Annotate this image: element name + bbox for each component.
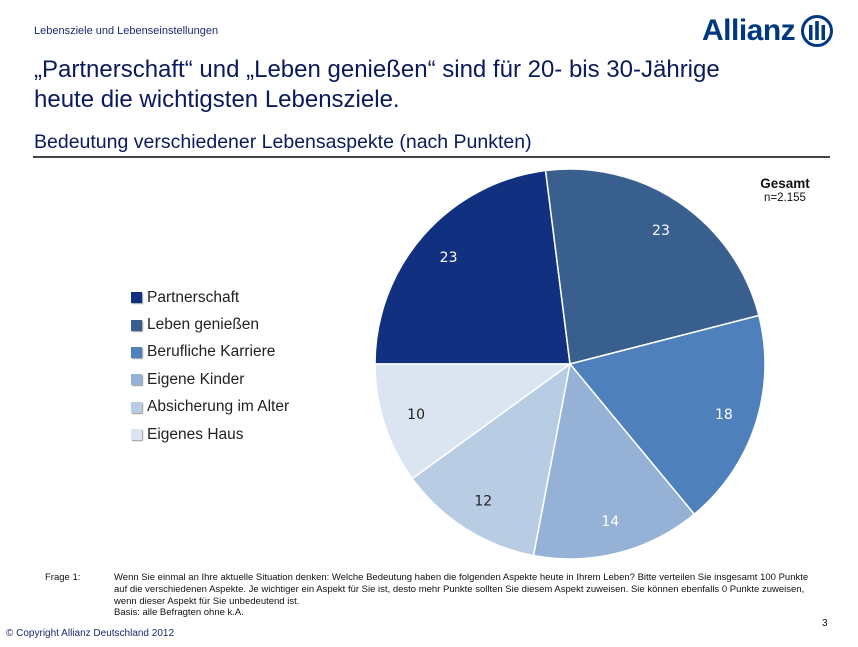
data-label-5: 10 (407, 407, 425, 423)
legend-item: Eigene Kinder (131, 366, 289, 393)
title-line-1: „Partnerschaft“ und „Leben genießen“ sin… (34, 56, 720, 83)
legend-label: Leben genießen (147, 316, 260, 334)
logo-text: Allianz (702, 14, 796, 47)
pie-slice-2 (568, 314, 766, 516)
allianz-logo: Allianz (702, 14, 834, 48)
legend-label: Absicherung im Alter (147, 398, 290, 416)
chart-legend: Partnerschaft Leben genießen Berufliche Ka… (131, 284, 289, 448)
data-label-4: 12 (474, 494, 492, 510)
chart-title: Bedeutung verschiedener Lebensaspekte (n… (34, 131, 532, 153)
chart-annotation: Gesamt n=2.155 (740, 176, 830, 204)
data-label-3: 14 (601, 514, 619, 530)
data-label-1: 23 (652, 223, 670, 239)
legend-swatch (131, 346, 142, 358)
legend-swatch (131, 401, 142, 413)
pie-slice-3 (532, 362, 696, 560)
legend-label: Eigenes Haus (147, 425, 244, 443)
legend-swatch (131, 292, 142, 304)
pie-slice-5 (374, 363, 573, 480)
legend-label: Berufliche Karriere (147, 343, 276, 361)
legend-swatch (131, 374, 142, 386)
legend-item: Berufliche Karriere (131, 339, 289, 366)
legend-swatch (131, 319, 142, 331)
basis-note: Basis: alle Befragten ohne k.A. (114, 607, 244, 619)
data-label-2: 18 (715, 407, 733, 423)
page-number: 3 (822, 618, 828, 629)
legend-swatch (131, 429, 142, 441)
legend-item: Eigenes Haus (131, 421, 289, 448)
pie-slice-4 (411, 362, 572, 557)
allianz-eagle-icon (801, 15, 834, 47)
legend-item: Absicherung im Alter (131, 394, 289, 421)
title-divider (33, 156, 830, 158)
legend-label: Eigene Kinder (147, 370, 245, 388)
pie-slice-1 (544, 168, 760, 365)
section-label: Lebensziele und Lebenseinstellungen (34, 25, 219, 37)
copyright: © Copyright Allianz Deutschland 2012 (6, 628, 175, 639)
page-title: „Partnerschaft“ und „Leben genießen“ sin… (34, 55, 814, 115)
title-line-2: heute die wichtigsten Lebensziele. (34, 86, 400, 113)
legend-item: Leben genießen (131, 311, 289, 338)
legend-label: Partnerschaft (147, 288, 240, 306)
question-body: Wenn Sie einmal an Ihre aktuelle Situati… (114, 572, 809, 607)
question-label: Frage 1: (45, 572, 81, 583)
question-text: Wenn Sie einmal an Ihre aktuelle Situati… (114, 572, 814, 619)
annotation-sample-size: n=2.155 (764, 192, 806, 204)
data-label-0: 23 (440, 250, 458, 266)
annotation-title: Gesamt (760, 176, 810, 191)
pie-slice-0 (374, 169, 571, 365)
legend-item: Partnerschaft (131, 284, 289, 311)
